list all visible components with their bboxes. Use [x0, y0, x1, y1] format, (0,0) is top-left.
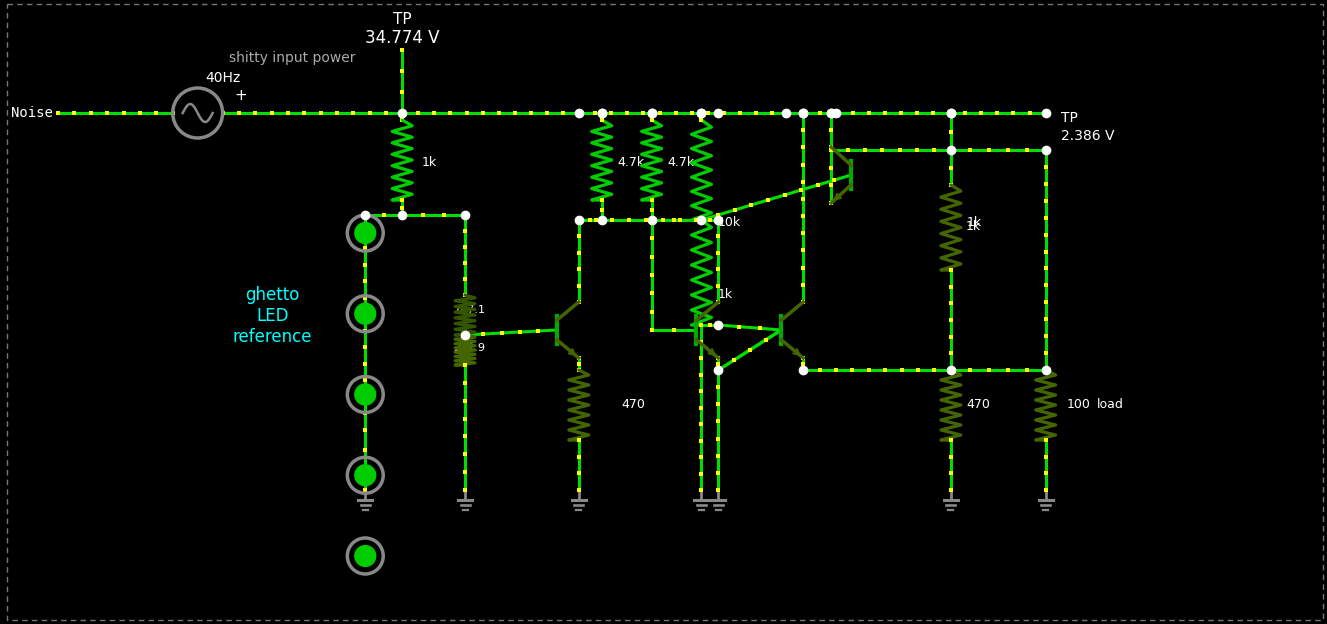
Text: +: + — [235, 87, 247, 102]
Circle shape — [354, 545, 376, 567]
Text: TP: TP — [393, 12, 411, 27]
Text: ghetto: ghetto — [245, 286, 300, 304]
Text: 470: 470 — [967, 399, 991, 411]
Text: 34.774 V: 34.774 V — [365, 29, 439, 47]
Text: 470: 470 — [621, 399, 645, 411]
Circle shape — [354, 465, 376, 485]
Circle shape — [354, 223, 376, 243]
Text: load: load — [1096, 399, 1124, 411]
Text: 2.386 V: 2.386 V — [1060, 129, 1115, 143]
Text: 1k: 1k — [966, 220, 981, 233]
Text: 1k: 1k — [718, 288, 733, 301]
Text: 40Hz: 40Hz — [204, 71, 240, 85]
Circle shape — [354, 384, 376, 405]
Text: Noise: Noise — [11, 106, 53, 120]
Text: 1k: 1k — [967, 215, 982, 228]
Text: 1k: 1k — [422, 157, 438, 170]
Text: 4.7k: 4.7k — [667, 157, 694, 170]
Text: 10k: 10k — [718, 215, 740, 228]
Text: reference: reference — [232, 328, 312, 346]
Text: LED: LED — [256, 307, 289, 325]
Text: TP: TP — [1060, 111, 1078, 125]
Circle shape — [354, 303, 376, 324]
Text: 787.1: 787.1 — [453, 305, 484, 315]
Text: 4.7k: 4.7k — [617, 157, 645, 170]
Text: shitty input power: shitty input power — [230, 51, 356, 65]
Text: 212.9: 212.9 — [453, 343, 484, 353]
Text: 100: 100 — [1067, 399, 1091, 411]
